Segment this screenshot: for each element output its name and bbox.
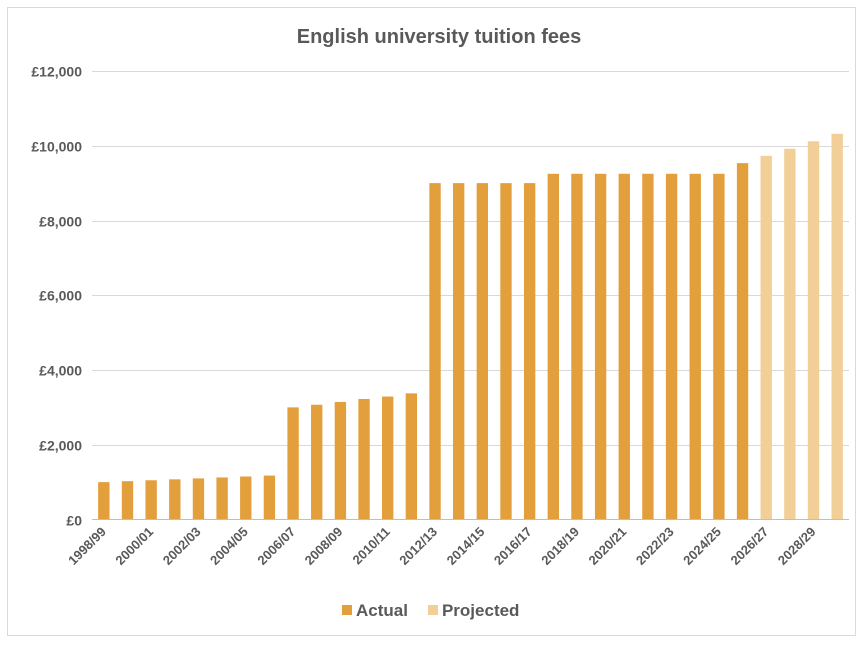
bar-actual [216,477,228,520]
bar-actual [240,476,252,520]
bar-actual [405,393,418,520]
x-tick-label: 2022/23 [633,524,677,568]
tuition-fees-chart: English university tuition fees £0 £2,000… [31,26,849,620]
bar-projected [831,133,843,520]
y-tick-label: £4,000 [39,363,82,379]
x-tick-label: 2018/19 [538,524,582,568]
x-tick-label: 2024/25 [680,524,724,568]
y-axis-tick-labels: £0 £2,000 £4,000 £6,000 £8,000 £10,000 £12,000 [31,64,82,529]
bar-actual [571,173,583,520]
legend-swatch-projected [427,605,438,615]
bar-actual [98,482,110,520]
y-tick-label: £10,000 [31,139,82,155]
x-tick-label: 2008/09 [302,524,346,568]
bar-actual [618,173,630,520]
bar-actual [665,173,678,520]
x-tick-label: 2006/07 [254,524,298,568]
y-tick-label: £0 [66,513,82,529]
bar-projected [807,141,820,520]
bar-actual [311,404,323,520]
x-tick-label: 2010/11 [349,524,392,567]
gridlines [92,71,849,446]
x-tick-label: 2004/05 [207,524,251,568]
y-tick-label: £6,000 [39,288,82,304]
bars [98,133,843,520]
x-axis-tick-labels: 1998/99 2000/01 2002/03 2004/05 2006/07 2008/… [65,524,819,568]
x-tick-label: 2016/17 [491,524,535,568]
x-tick-label: 2020/21 [586,524,630,568]
bar-projected [760,155,772,520]
bar-actual [334,401,347,520]
x-tick-label: 2000/01 [112,524,156,568]
x-tick-label: 2026/27 [727,524,771,568]
x-tick-label: 2002/03 [160,524,204,568]
bar-actual [169,479,181,520]
bar-actual [713,173,725,520]
bar-actual [523,183,536,520]
bar-actual [476,183,489,520]
bar-actual [287,407,299,520]
bar-actual [642,173,654,520]
bar-actual [429,183,441,520]
chart-frame: English university tuition fees £0 £2,000… [7,7,856,636]
legend-label-actual: Actual [356,601,408,620]
legend: Actual Projected [342,601,519,620]
bar-actual [689,173,701,520]
x-tick-label: 1998/99 [65,524,109,568]
bar-actual [547,173,559,520]
x-tick-label: 2014/15 [444,524,488,568]
legend-label-projected: Projected [442,601,519,620]
x-tick-label: 2028/29 [775,524,819,568]
bar-actual [192,478,205,520]
y-tick-label: £2,000 [39,438,82,454]
y-tick-label: £12,000 [31,64,82,80]
legend-swatch-actual [342,605,352,615]
chart-title: English university tuition fees [297,26,582,48]
y-tick-label: £8,000 [39,214,82,230]
bar-actual [452,183,465,520]
bar-actual [358,398,370,520]
bar-projected [784,148,796,520]
bar-actual [263,475,276,520]
bar-actual [382,396,394,520]
bar-actual [121,481,134,520]
bar-actual [145,480,157,520]
bar-actual [594,173,607,520]
x-tick-label: 2012/13 [396,524,440,568]
bar-actual [500,183,512,520]
bar-actual [736,163,749,520]
